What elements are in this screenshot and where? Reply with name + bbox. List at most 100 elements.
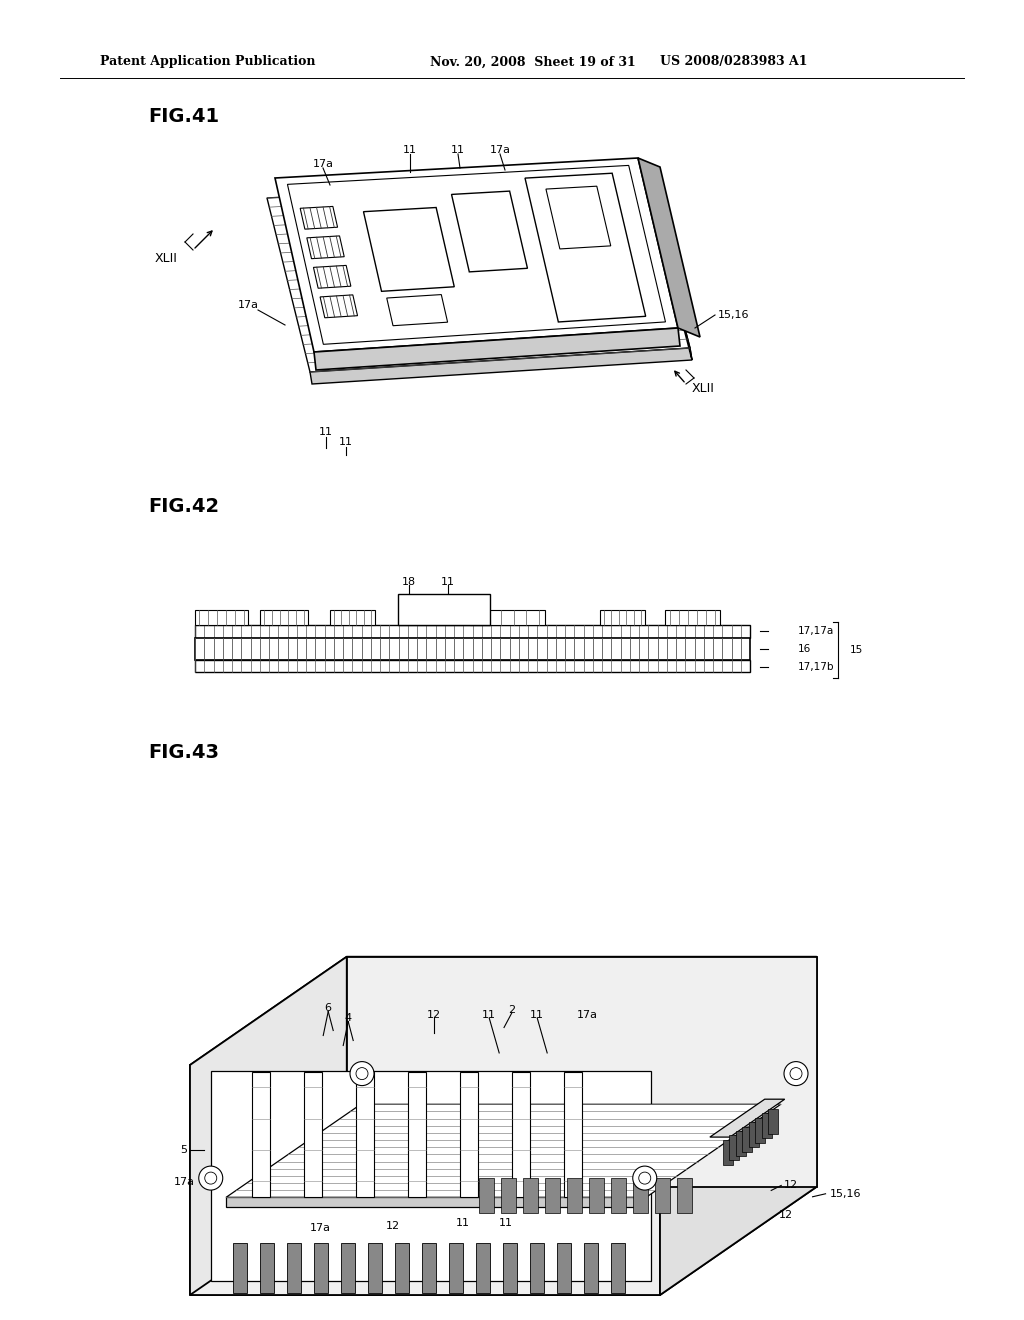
Text: 17,17b: 17,17b (798, 663, 835, 672)
Polygon shape (633, 1177, 648, 1213)
Text: Nov. 20, 2008  Sheet 19 of 31: Nov. 20, 2008 Sheet 19 of 31 (430, 55, 636, 69)
Text: 12: 12 (784, 1180, 799, 1191)
Polygon shape (368, 1243, 382, 1294)
Text: 12: 12 (779, 1210, 794, 1220)
Polygon shape (756, 1118, 765, 1143)
Text: XLII: XLII (692, 381, 715, 395)
Text: 11: 11 (339, 437, 353, 447)
Polygon shape (252, 1072, 270, 1197)
Text: 11: 11 (456, 1217, 470, 1228)
Polygon shape (267, 178, 690, 372)
Polygon shape (398, 594, 490, 624)
Text: 5: 5 (180, 1144, 187, 1155)
Text: 15: 15 (850, 645, 863, 655)
Polygon shape (260, 610, 308, 624)
Polygon shape (275, 158, 678, 352)
Polygon shape (460, 1072, 478, 1197)
Polygon shape (584, 1243, 598, 1294)
Text: 15,16: 15,16 (718, 310, 750, 319)
Polygon shape (525, 173, 646, 322)
Polygon shape (195, 638, 750, 660)
Circle shape (350, 1061, 374, 1085)
Polygon shape (660, 957, 817, 1295)
Text: 12: 12 (386, 1221, 400, 1232)
Text: 11: 11 (451, 145, 465, 154)
Text: 15,16: 15,16 (829, 1189, 861, 1199)
Polygon shape (341, 1243, 354, 1294)
Polygon shape (723, 1140, 733, 1166)
Polygon shape (589, 1177, 604, 1213)
Text: FIG.41: FIG.41 (148, 107, 219, 125)
Polygon shape (546, 186, 610, 249)
Polygon shape (190, 957, 347, 1295)
Polygon shape (710, 1100, 784, 1137)
Text: 17,17a: 17,17a (798, 626, 835, 636)
Circle shape (784, 1061, 808, 1085)
Text: 17a: 17a (309, 1224, 331, 1233)
Polygon shape (195, 660, 750, 672)
Polygon shape (600, 610, 645, 624)
Text: FIG.42: FIG.42 (148, 498, 219, 516)
Polygon shape (211, 1072, 650, 1282)
Text: 18: 18 (402, 577, 416, 587)
Text: 11: 11 (530, 1010, 544, 1020)
Polygon shape (314, 327, 680, 370)
Polygon shape (655, 1177, 670, 1213)
Circle shape (633, 1166, 656, 1191)
Text: 2: 2 (509, 1005, 516, 1015)
Polygon shape (190, 957, 817, 1065)
Text: 17a: 17a (489, 145, 511, 154)
Polygon shape (226, 1105, 780, 1197)
Polygon shape (729, 1135, 739, 1160)
Circle shape (199, 1166, 223, 1191)
Polygon shape (226, 1197, 646, 1208)
Polygon shape (300, 206, 338, 230)
Text: 6: 6 (325, 1002, 332, 1012)
Polygon shape (232, 1243, 247, 1294)
Polygon shape (529, 1243, 544, 1294)
Polygon shape (742, 1126, 753, 1151)
Text: XLII: XLII (155, 252, 178, 264)
Text: 17a: 17a (312, 158, 334, 169)
Polygon shape (321, 294, 357, 318)
Polygon shape (523, 1177, 538, 1213)
Polygon shape (610, 1243, 625, 1294)
Polygon shape (422, 1243, 436, 1294)
Text: 11: 11 (482, 1010, 497, 1020)
Text: 17a: 17a (238, 300, 258, 310)
Polygon shape (330, 610, 375, 624)
Text: 17a: 17a (577, 1010, 598, 1020)
Polygon shape (260, 1243, 273, 1294)
Polygon shape (304, 1072, 323, 1197)
Text: 11: 11 (403, 145, 417, 154)
Polygon shape (394, 1243, 409, 1294)
Polygon shape (479, 1177, 494, 1213)
Polygon shape (310, 348, 692, 384)
Polygon shape (564, 1072, 582, 1197)
Polygon shape (313, 1243, 328, 1294)
Polygon shape (195, 610, 248, 624)
Polygon shape (470, 610, 545, 624)
Polygon shape (387, 294, 447, 326)
Polygon shape (347, 957, 817, 1187)
Polygon shape (313, 265, 351, 288)
Polygon shape (190, 1187, 817, 1295)
Text: 4: 4 (345, 1012, 352, 1023)
Polygon shape (476, 1243, 489, 1294)
Polygon shape (665, 610, 720, 624)
Text: 11: 11 (441, 577, 455, 587)
Text: 12: 12 (427, 1010, 441, 1020)
Polygon shape (364, 207, 455, 292)
Polygon shape (452, 191, 527, 272)
Polygon shape (567, 1177, 582, 1213)
Polygon shape (190, 1065, 660, 1295)
Polygon shape (638, 158, 700, 337)
Polygon shape (503, 1243, 517, 1294)
Polygon shape (768, 1109, 778, 1134)
Polygon shape (512, 1072, 530, 1197)
Polygon shape (449, 1243, 463, 1294)
Text: Patent Application Publication: Patent Application Publication (100, 55, 315, 69)
Polygon shape (356, 1072, 374, 1197)
Text: 17a: 17a (174, 1177, 195, 1187)
Polygon shape (307, 236, 344, 259)
